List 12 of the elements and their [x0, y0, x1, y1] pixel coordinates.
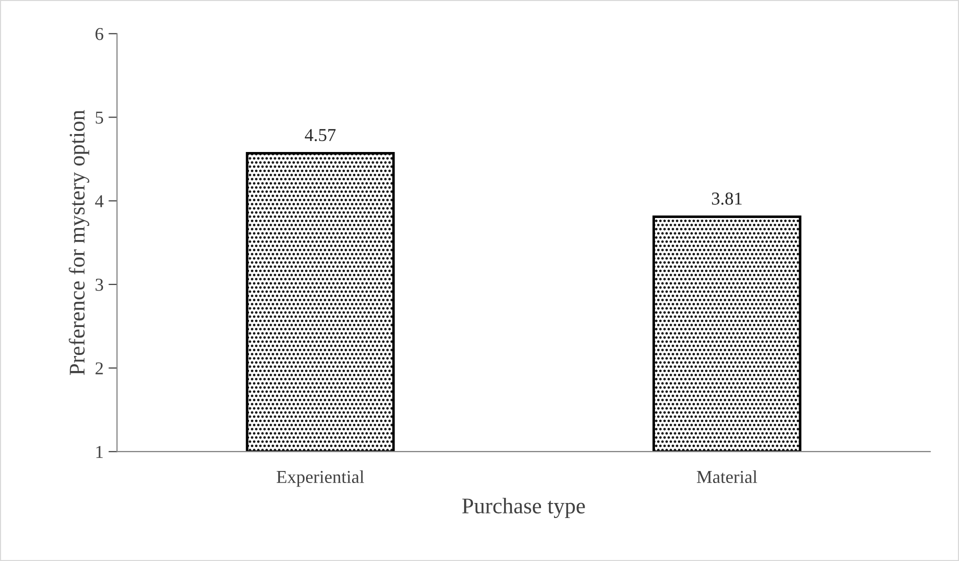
y-tick-label: 5	[96, 112, 104, 124]
y-tick-label: 3	[96, 278, 104, 291]
y-axis-title: Preference for mystery option	[68, 110, 90, 375]
y-tick-label: 6	[96, 28, 104, 40]
x-tick-label: Experiential	[276, 470, 364, 487]
y-tick-label: 4	[95, 195, 104, 208]
y-tick-label: 1	[96, 446, 103, 458]
x-tick-label: Material	[696, 470, 758, 484]
data-label: 4.57	[304, 129, 336, 142]
x-axis-title: Purchase type	[462, 498, 585, 518]
data-label: 3.81	[712, 192, 742, 205]
y-tick-label: 2	[96, 362, 103, 374]
